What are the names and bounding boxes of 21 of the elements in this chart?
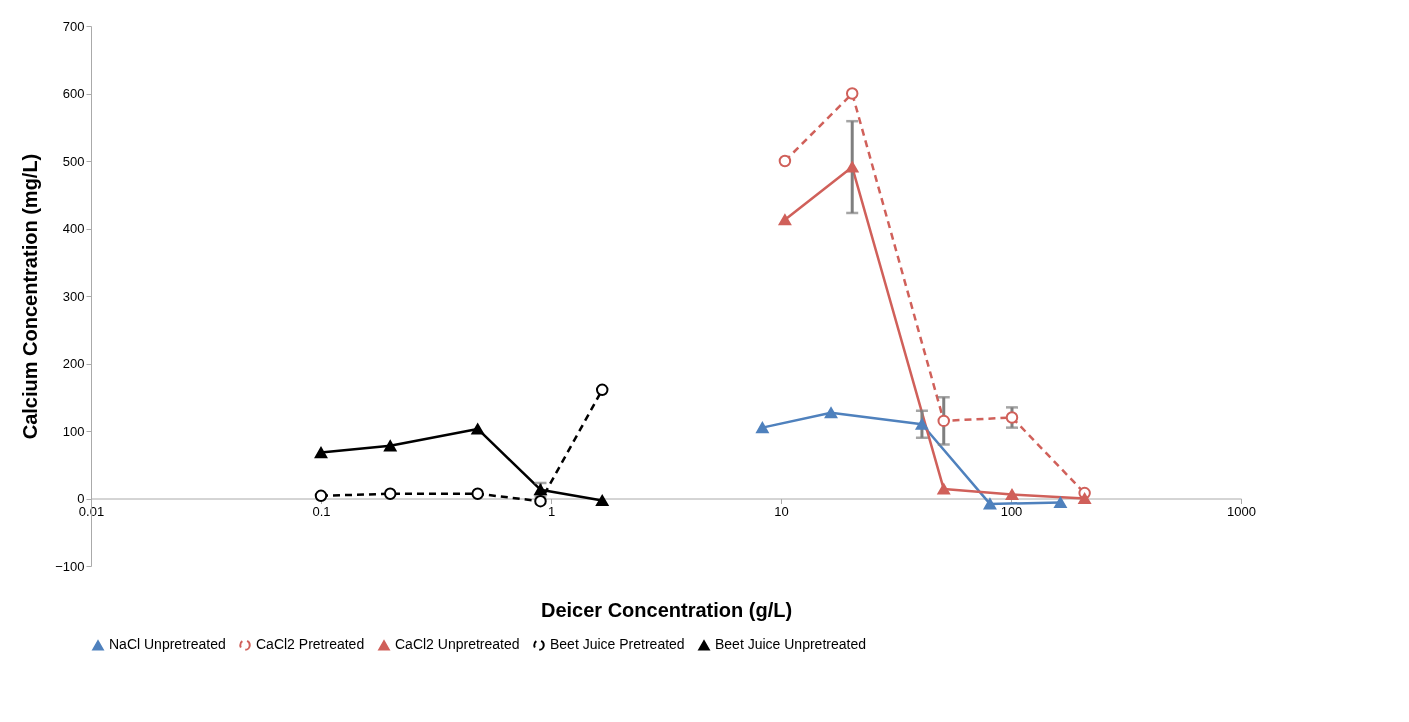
y-tick-label: 500 xyxy=(62,153,85,169)
y-tick-label: 300 xyxy=(62,288,85,304)
legend-label: Beet Juice Pretreated xyxy=(550,636,685,653)
legend-label: NaCl Unpretreated xyxy=(109,636,226,653)
y-tick-label: 700 xyxy=(62,18,85,34)
legend-label: CaCl2 Unpretreated xyxy=(395,636,520,653)
x-tick-label: 1000 xyxy=(1227,504,1256,519)
x-tick-label: 100 xyxy=(1000,504,1023,519)
x-tick-label: 1 xyxy=(547,504,556,519)
y-tick-label: −100 xyxy=(55,558,85,574)
legend-label: CaCl2 Pretreated xyxy=(256,636,365,653)
y-tick-label: 0 xyxy=(77,491,85,506)
x-tick-label: 0.1 xyxy=(312,504,331,519)
y-tick-label: 600 xyxy=(62,86,85,101)
legend-label: Beet Juice Unpretreated xyxy=(715,636,866,653)
x-tick-label: 10 xyxy=(774,504,789,519)
y-tick-label: 400 xyxy=(62,221,85,236)
x-axis-title: Deicer Concentration (g/L) xyxy=(540,598,793,621)
y-axis-title: Calcium Concentration (mg/L) xyxy=(19,153,42,440)
y-tick-label: 100 xyxy=(62,423,85,439)
y-tick-label: 200 xyxy=(62,356,85,371)
